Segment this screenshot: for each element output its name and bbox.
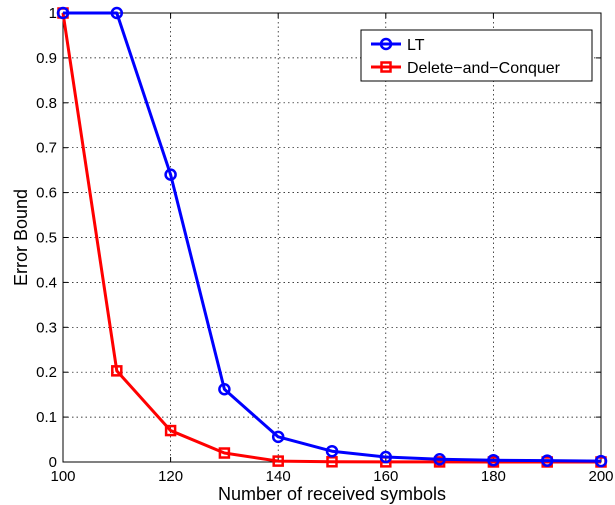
data-point-circle	[540, 454, 554, 467]
data-point-circle	[271, 430, 285, 444]
x-tick-label: 180	[481, 468, 506, 485]
data-point-circle	[218, 383, 231, 396]
y-tick-label: 0.7	[36, 140, 57, 157]
y-tick-label: 0	[49, 454, 57, 471]
legend-box	[360, 29, 593, 82]
y-tick-label: 0.2	[36, 364, 57, 381]
legend-marker-square	[380, 61, 392, 73]
data-point-square	[272, 455, 284, 467]
data-point-circle	[56, 6, 70, 20]
legend-label: Delete−and−Conquer	[407, 60, 561, 77]
data-point-square	[164, 424, 177, 437]
y-tick-label: 0.9	[36, 50, 57, 67]
y-tick-label: 0.8	[36, 95, 57, 112]
data-point-circle	[164, 168, 177, 181]
x-tick-label: 160	[373, 468, 398, 485]
x-axis-label: Number of received symbols	[218, 484, 446, 504]
y-axis-label: Error Bound	[11, 189, 31, 286]
series-line-1	[61, 12, 601, 464]
x-tick-label: 200	[588, 468, 613, 485]
legend-items: LT Delete−and−Conquer	[371, 37, 561, 77]
data-point-square	[218, 447, 231, 459]
y-tick-label: 0.1	[36, 409, 57, 426]
y-tick-label: 1	[49, 5, 57, 22]
data-point-circle	[433, 453, 446, 466]
axis-ticks: 100 120 140 160 180 200 0 0.1 0.2 0.3 0.4 0.5 0.6 0.7…	[36, 5, 613, 485]
legend-label: LT	[407, 37, 425, 54]
y-tick-label: 0.3	[36, 319, 57, 336]
x-tick-label: 120	[158, 468, 183, 485]
data-point-circle	[379, 450, 393, 464]
legend: LT Delete−and−Conquer	[360, 29, 593, 82]
y-tick-label: 0.6	[36, 185, 57, 202]
legend-marker-circle	[379, 37, 393, 51]
data-point-circle	[594, 454, 608, 468]
data-point-circle	[487, 453, 500, 467]
data-point-square	[111, 365, 123, 377]
y-tick-label: 0.4	[36, 274, 57, 291]
series-line-0	[63, 11, 602, 463]
data-point-circle	[325, 444, 339, 458]
grid	[63, 13, 601, 462]
series-group	[56, 6, 608, 468]
x-tick-label: 140	[266, 468, 291, 485]
data-point-circle	[110, 6, 124, 20]
y-tick-label: 0.5	[36, 230, 57, 247]
x-tick-label: 100	[50, 468, 75, 485]
